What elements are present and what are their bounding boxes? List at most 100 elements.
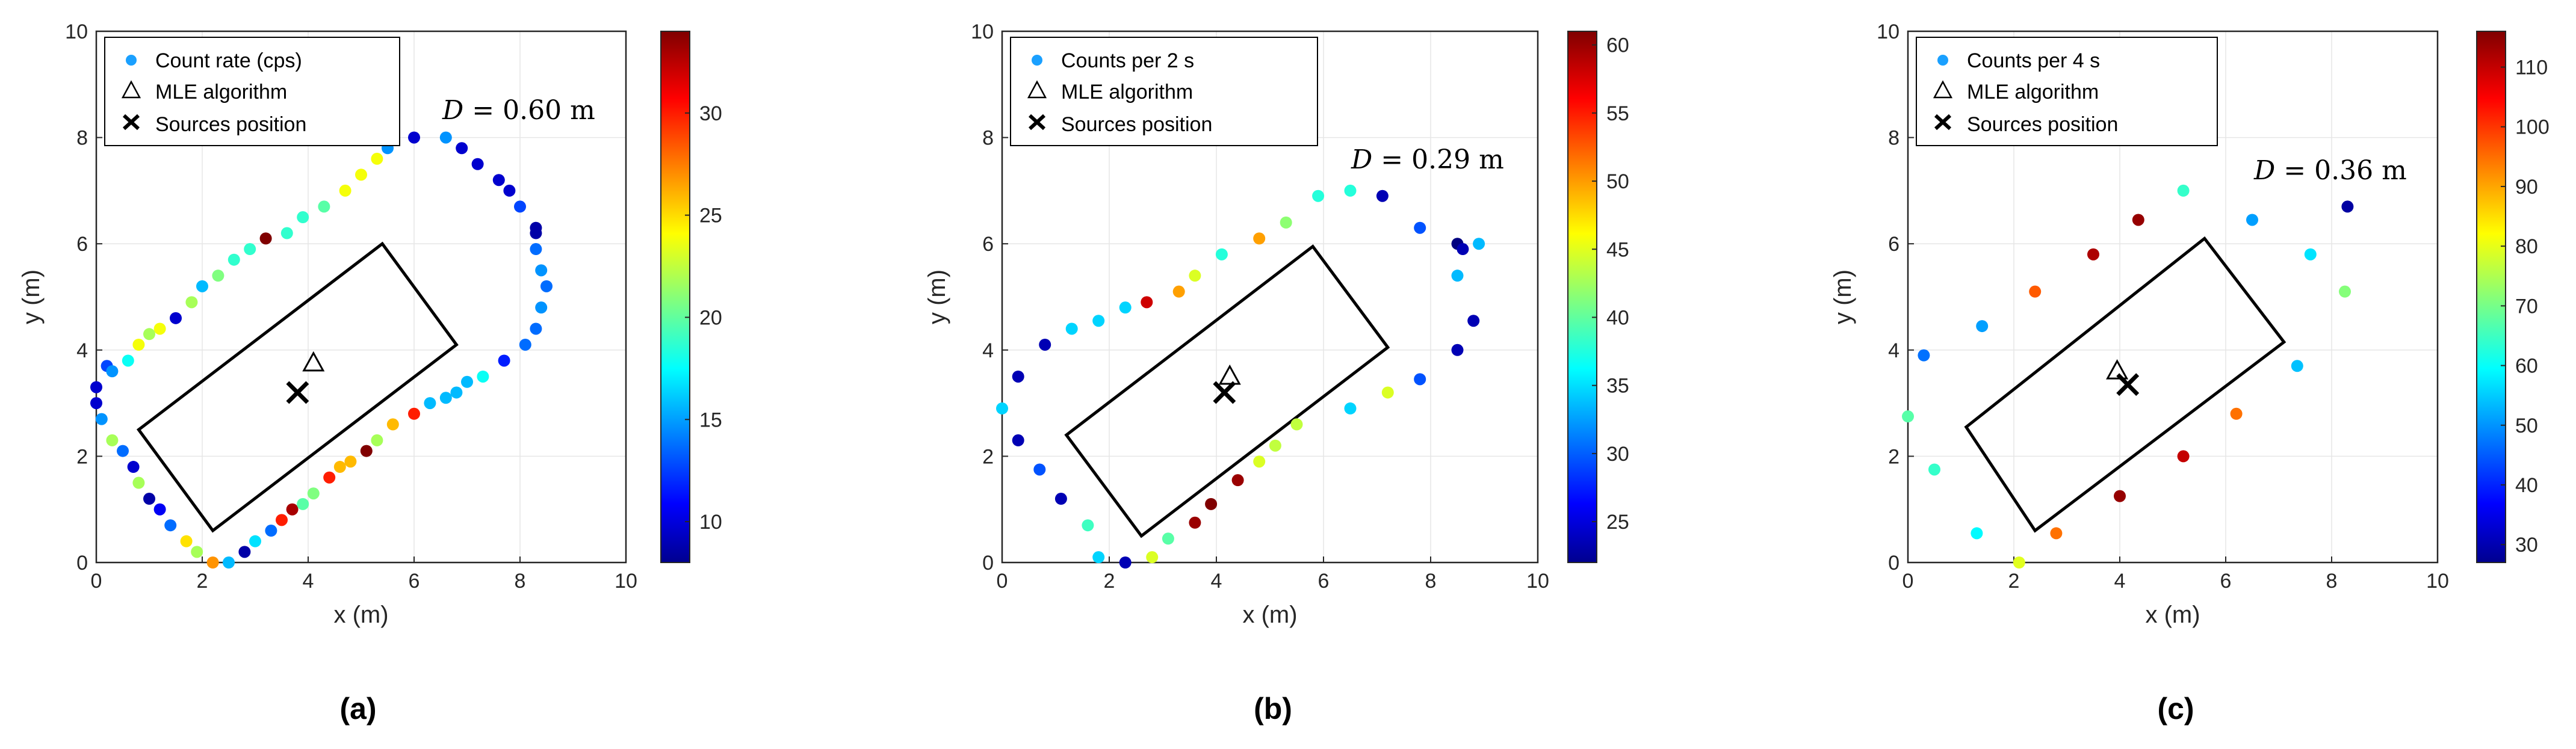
x-tick-label: 0 (91, 570, 102, 593)
data-point (244, 243, 256, 256)
colorbar-tick-label: 50 (1606, 170, 1629, 193)
data-point (1414, 221, 1426, 234)
data-point (1189, 270, 1201, 282)
colorbar-tick-label: 50 (2515, 415, 2538, 437)
data-point (339, 184, 351, 197)
x-tick-label: 10 (1526, 570, 1549, 593)
data-point (297, 498, 309, 510)
y-tick-label: 8 (982, 127, 994, 150)
data-point (1457, 243, 1469, 256)
colorbar-tick-label: 40 (2515, 474, 2538, 497)
data-point (540, 280, 553, 292)
data-point (371, 152, 383, 165)
mle-estimate-marker (1218, 364, 1241, 385)
data-point (212, 270, 224, 282)
panel-label: (b) (1254, 692, 1292, 726)
legend-entry: Sources position (1061, 113, 1212, 136)
legend-entry: Sources position (1967, 113, 2118, 136)
data-point (1381, 386, 1394, 399)
x-tick-label: 2 (2008, 570, 2020, 593)
distance-value: 0.36 m (2314, 155, 2407, 186)
y-axis-label: y (m) (1830, 270, 1856, 324)
colorbar-gradient (2476, 31, 2506, 563)
data-point (196, 280, 208, 292)
legend-box (104, 37, 400, 146)
data-point (238, 546, 251, 558)
colorbar: 10 15 20 25 30 (660, 31, 722, 563)
data-point (143, 493, 155, 505)
legend-box (1010, 37, 1318, 146)
colorbar-tick-label: 30 (1606, 443, 1629, 466)
data-point (307, 487, 320, 500)
data-point (122, 354, 134, 367)
y-tick-label: 8 (1888, 127, 1899, 150)
data-point (1092, 551, 1105, 564)
data-point (1473, 238, 1485, 250)
scatter-panel-b: 0 2 4 6 8 10 0 2 4 6 8 10 x (m) y (m) Counts per 2 s ML… (924, 20, 1629, 726)
data-point (461, 375, 473, 388)
y-tick-label: 8 (76, 127, 88, 150)
y-tick-label: 6 (982, 233, 994, 256)
data-point (1033, 463, 1046, 476)
data-point (2339, 285, 2351, 298)
colorbar-tick-label: 10 (699, 511, 722, 534)
data-point (2246, 214, 2258, 226)
distance-equals: = (2275, 155, 2314, 186)
data-point (1231, 474, 1244, 487)
data-point (249, 535, 261, 547)
data-point (450, 386, 463, 399)
y-tick-label: 10 (1877, 20, 1899, 43)
data-point (503, 184, 516, 197)
data-point (1376, 190, 1389, 202)
x-axis-label: x (m) (2145, 602, 2200, 628)
data-point (2341, 200, 2354, 213)
distance-variable: D (1351, 144, 1372, 175)
colorbar-tick-label: 20 (699, 306, 722, 329)
x-tick-label: 2 (197, 570, 208, 593)
legend: Count rate (cps) MLE algorithm Sources pos… (104, 37, 400, 146)
data-point (424, 397, 436, 410)
data-point (408, 131, 420, 144)
colorbar-tick-label: 30 (2515, 534, 2538, 556)
legend-box (1916, 37, 2218, 146)
data-point (90, 397, 102, 410)
colorbar: 30 40 50 60 70 80 90 100 110 (2476, 31, 2550, 563)
data-point (996, 402, 1008, 415)
data-point (471, 158, 484, 170)
colorbar-tick-label: 15 (699, 408, 722, 431)
data-point (132, 476, 145, 489)
data-point (1189, 516, 1201, 529)
distance-annotation: D = 0.29 m (1351, 144, 1504, 175)
data-point (355, 168, 367, 181)
mle-estimate-marker (2106, 359, 2129, 380)
colorbar-gradient (660, 31, 690, 563)
data-point (408, 407, 420, 420)
data-point (127, 461, 140, 473)
colorbar-tick-label: 35 (1606, 375, 1629, 398)
data-point (1344, 184, 1357, 197)
legend-entry: MLE algorithm (1967, 81, 2099, 103)
data-point (164, 519, 177, 532)
distance-value: 0.29 m (1411, 144, 1504, 175)
x-axis-label: x (m) (1242, 602, 1297, 628)
data-point (1119, 556, 1132, 569)
legend-entry: Counts per 4 s (1967, 49, 2100, 72)
data-point (530, 322, 542, 335)
data-point (143, 328, 155, 341)
source-position-marker (1213, 381, 1236, 404)
data-point (371, 434, 383, 446)
data-point (333, 461, 346, 473)
legend-entry: Counts per 2 s (1061, 49, 1194, 72)
colorbar-tick-label: 110 (2515, 57, 2548, 79)
data-point (1467, 315, 1480, 327)
legend-marker-mle (121, 80, 141, 99)
panel-label: (c) (2157, 692, 2194, 726)
legend-marker-source (1028, 114, 1046, 131)
x-axis-label: x (m) (333, 602, 388, 628)
data-point (318, 200, 330, 213)
area-outline-rectangle (1964, 236, 2287, 533)
data-point (1054, 493, 1067, 505)
data-point (439, 392, 452, 404)
distance-equals: = (463, 95, 503, 126)
data-point (2013, 556, 2025, 569)
